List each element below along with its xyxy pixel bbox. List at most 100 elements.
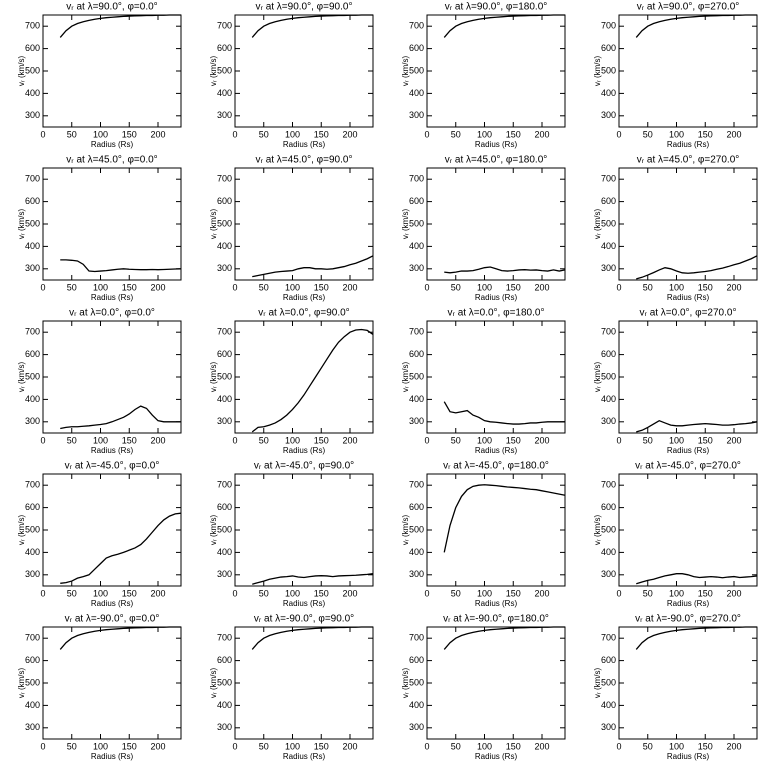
x-tick-label: 200 <box>150 588 165 598</box>
x-tick-label: 200 <box>150 282 165 292</box>
line <box>443 484 566 553</box>
y-tick-label: 400 <box>409 394 424 404</box>
y-tick-label: 700 <box>601 633 616 643</box>
y-axis-label: vᵣ (km/s) <box>209 361 218 392</box>
y-tick-label: 400 <box>25 241 40 251</box>
line <box>635 14 757 38</box>
x-tick-label: 0 <box>616 588 621 598</box>
y-tick-label: 400 <box>217 241 232 251</box>
x-tick-label: 50 <box>67 282 77 292</box>
y-tick-label: 300 <box>409 263 424 273</box>
x-tick-label: 0 <box>40 282 45 292</box>
line <box>443 14 565 38</box>
y-axis-label: vᵣ (km/s) <box>209 208 218 239</box>
x-tick-label: 200 <box>534 282 549 292</box>
y-axis-label: vᵣ (km/s) <box>401 361 410 392</box>
y-tick-label: 700 <box>601 480 616 490</box>
y-tick-label: 700 <box>217 633 232 643</box>
x-tick-label: 200 <box>726 741 741 751</box>
chart-title: vᵣ at λ=-90.0°, φ=180.0° <box>443 614 549 625</box>
chart-title: vᵣ at λ=90.0°, φ=0.0° <box>66 2 157 13</box>
y-axis-label: vᵣ (km/s) <box>401 208 410 239</box>
y-tick-label: 700 <box>409 480 424 490</box>
y-tick-label: 300 <box>601 569 616 579</box>
y-tick-label: 700 <box>217 327 232 337</box>
panel: vᵣ at λ=0.0°, φ=90.0° 0 50 100 150 200 300 400 5… <box>209 308 374 455</box>
y-tick-label: 600 <box>601 655 616 665</box>
plot-frame <box>42 167 182 281</box>
y-tick-label: 300 <box>601 263 616 273</box>
x-tick-label: 100 <box>477 741 492 751</box>
x-tick-label: 50 <box>67 588 77 598</box>
line <box>251 626 373 650</box>
y-axis-label: vᵣ (km/s) <box>17 208 26 239</box>
y-tick-label: 600 <box>25 196 40 206</box>
x-tick-label: 100 <box>93 129 108 139</box>
x-axis-label: Radius (Rs) <box>667 599 710 608</box>
x-tick-label: 100 <box>669 282 684 292</box>
y-tick-label: 400 <box>601 547 616 557</box>
y-axis-label: vᵣ (km/s) <box>401 667 410 698</box>
panel: vᵣ at λ=90.0°, φ=180.0° 0 50 100 150 200 300 40… <box>401 2 566 149</box>
chart-title: vᵣ at λ=-45.0°, φ=270.0° <box>635 461 741 472</box>
chart-title: vᵣ at λ=-90.0°, φ=270.0° <box>635 614 741 625</box>
x-tick-label: 50 <box>643 435 653 445</box>
y-tick-label: 400 <box>217 394 232 404</box>
x-tick-label: 150 <box>122 588 137 598</box>
x-tick-label: 200 <box>726 588 741 598</box>
y-axis-label: vᵣ (km/s) <box>593 514 602 545</box>
x-tick-label: 150 <box>698 588 713 598</box>
x-tick-label: 0 <box>232 435 237 445</box>
x-tick-label: 150 <box>314 435 329 445</box>
y-tick-label: 300 <box>601 416 616 426</box>
x-tick-label: 200 <box>726 282 741 292</box>
x-tick-label: 100 <box>669 741 684 751</box>
plot-frame <box>426 320 566 434</box>
y-tick-label: 700 <box>25 21 40 31</box>
y-tick-label: 400 <box>601 88 616 98</box>
plot-frame <box>42 473 182 587</box>
plot-frame <box>234 473 374 587</box>
y-tick-label: 600 <box>409 502 424 512</box>
x-axis-label: Radius (Rs) <box>475 752 518 761</box>
x-tick-label: 100 <box>93 741 108 751</box>
chart-title: vᵣ at λ=45.0°, φ=270.0° <box>637 155 740 166</box>
line <box>443 626 565 650</box>
x-axis-label: Radius (Rs) <box>475 446 518 455</box>
x-tick-label: 50 <box>259 282 269 292</box>
y-tick-label: 600 <box>217 196 232 206</box>
panel: vᵣ at λ=-90.0°, φ=180.0° 0 50 100 150 200 300 4… <box>401 614 566 761</box>
y-axis-label: vᵣ (km/s) <box>593 361 602 392</box>
x-tick-label: 200 <box>534 129 549 139</box>
chart-title: vᵣ at λ=0.0°, φ=180.0° <box>448 308 545 319</box>
x-tick-label: 150 <box>122 282 137 292</box>
panel: vᵣ at λ=-90.0°, φ=0.0° 0 50 100 150 200 300 400… <box>17 614 182 761</box>
chart-title: vᵣ at λ=-45.0°, φ=0.0° <box>65 461 160 472</box>
y-tick-label: 700 <box>409 174 424 184</box>
panel: vᵣ at λ=90.0°, φ=0.0° 0 50 100 150 200 300 400 5… <box>17 2 182 149</box>
x-tick-label: 0 <box>40 435 45 445</box>
x-tick-label: 100 <box>477 129 492 139</box>
y-tick-label: 600 <box>409 655 424 665</box>
x-tick-label: 150 <box>122 741 137 751</box>
line <box>443 401 565 425</box>
x-axis-label: Radius (Rs) <box>667 140 710 149</box>
panel: vᵣ at λ=-45.0°, φ=270.0° 0 50 100 150 200 300 4… <box>593 461 758 608</box>
x-tick-label: 100 <box>93 588 108 598</box>
y-tick-label: 700 <box>601 174 616 184</box>
y-tick-label: 300 <box>25 263 40 273</box>
panel: vᵣ at λ=-90.0°, φ=90.0° 0 50 100 150 200 300 40… <box>209 614 374 761</box>
y-tick-label: 300 <box>409 722 424 732</box>
x-tick-label: 100 <box>669 129 684 139</box>
x-tick-label: 50 <box>451 435 461 445</box>
x-tick-label: 50 <box>259 588 269 598</box>
x-tick-label: 100 <box>669 588 684 598</box>
line <box>635 626 757 650</box>
line <box>636 419 758 433</box>
y-tick-label: 700 <box>25 633 40 643</box>
chart-title: vᵣ at λ=-90.0°, φ=90.0° <box>254 614 354 625</box>
y-tick-label: 700 <box>217 174 232 184</box>
x-tick-label: 200 <box>726 129 741 139</box>
x-tick-label: 200 <box>150 741 165 751</box>
y-tick-label: 400 <box>601 700 616 710</box>
